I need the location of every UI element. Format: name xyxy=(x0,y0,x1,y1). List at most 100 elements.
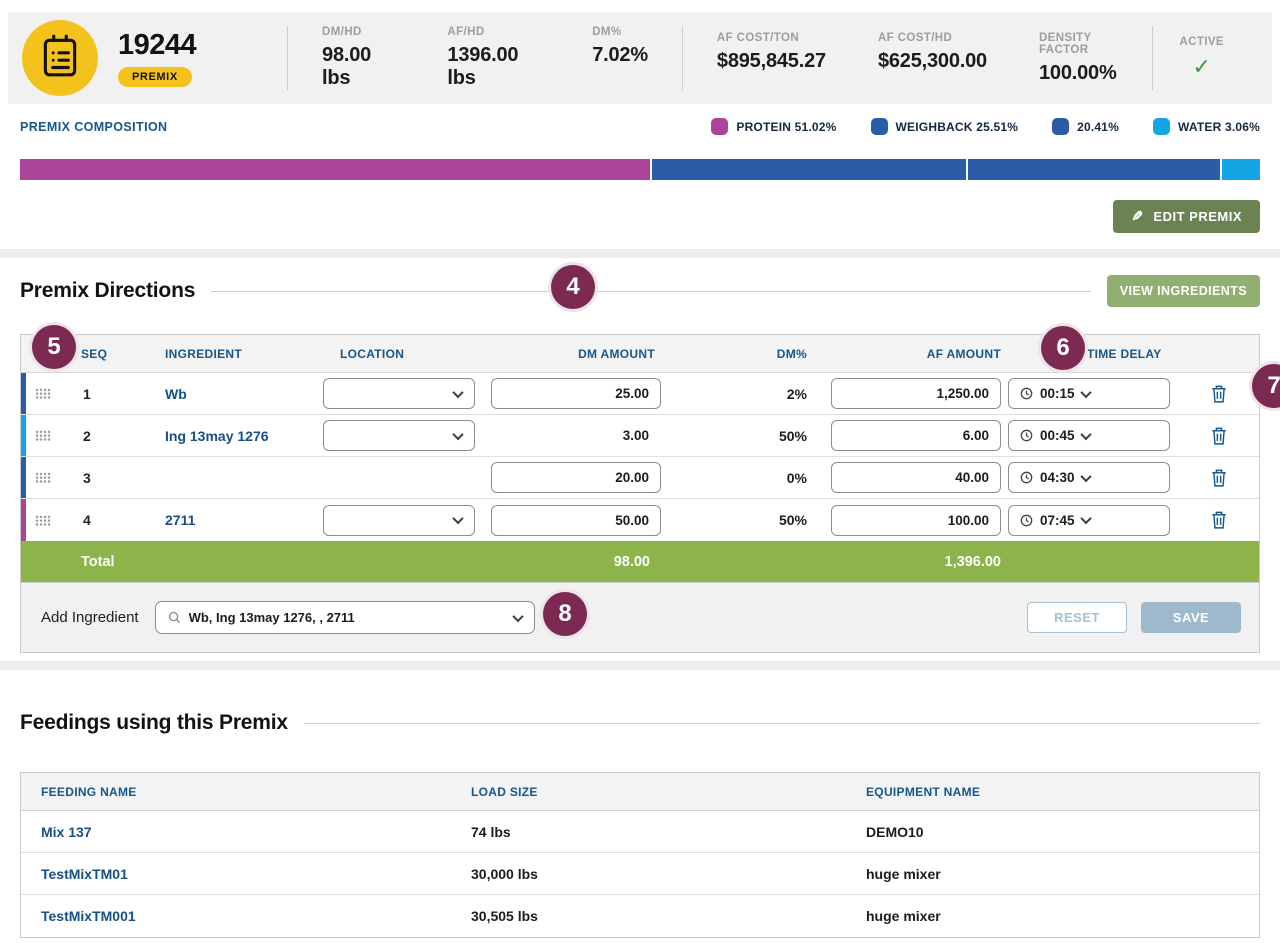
stat-value: 98.00 lbs xyxy=(322,44,372,89)
feeding-row: TestMixTM001 30,505 lbs huge mixer xyxy=(21,895,1259,937)
view-ingredients-button[interactable]: VIEW INGREDIENTS xyxy=(1106,275,1260,307)
edit-premix-label: EDIT PREMIX xyxy=(1153,209,1242,224)
row-accent-bar xyxy=(21,415,26,456)
time-delay-select[interactable]: 00:15 xyxy=(1008,378,1170,409)
time-delay-value: 04:30 xyxy=(1040,470,1075,485)
direction-row: 1 Wb 2% 00:15 xyxy=(21,373,1259,415)
location-select[interactable] xyxy=(323,504,475,536)
dm-pct-value: 50% xyxy=(778,512,807,528)
feedings-section: Feedings using this Premix FEEDING NAME … xyxy=(0,670,1280,938)
premix-title-block: 19244 PREMIX xyxy=(118,29,287,87)
stats-group-2: AF COST/TON $895,845.27 AF COST/HD $625,… xyxy=(683,32,1153,85)
delete-row-button[interactable] xyxy=(1179,426,1259,446)
annotation-circle-7: 7 xyxy=(1252,364,1280,408)
drag-handle-icon[interactable] xyxy=(35,430,51,441)
stat-label: AF COST/HD xyxy=(877,31,953,44)
reset-button[interactable]: RESET xyxy=(1027,602,1127,633)
af-amount-input[interactable] xyxy=(831,504,1001,536)
column-header-location: LOCATION xyxy=(340,346,405,361)
time-delay-value: 00:15 xyxy=(1040,386,1075,401)
delete-row-button[interactable] xyxy=(1179,384,1259,404)
delete-row-button[interactable] xyxy=(1179,468,1259,488)
add-ingredient-combobox[interactable]: Wb, Ing 13may 1276, , 2711 xyxy=(154,601,535,634)
bar-segment-protein xyxy=(20,159,650,180)
bar-segment-unnamed xyxy=(968,159,1221,180)
seq-value: 4 xyxy=(83,512,91,528)
delete-row-button[interactable] xyxy=(1179,510,1259,530)
section-divider xyxy=(0,661,1280,670)
trash-icon xyxy=(1212,469,1226,487)
clock-icon xyxy=(1020,387,1033,400)
trash-icon xyxy=(1212,427,1226,445)
stat-density-factor: DENSITY FACTOR 100.00% xyxy=(1039,32,1118,85)
ingredient-link[interactable]: Ing 13may 1276 xyxy=(165,427,269,444)
seq-value: 1 xyxy=(83,385,91,402)
dm-amount-input[interactable] xyxy=(491,378,661,409)
stat-label: DM/HD xyxy=(322,26,362,38)
feeding-name-link[interactable]: TestMixTM01 xyxy=(41,865,128,882)
stat-value: $895,845.27 xyxy=(716,49,826,72)
feedings-header-row: FEEDING NAME LOAD SIZE EQUIPMENT NAME xyxy=(21,773,1259,811)
legend-label: WATER 3.06% xyxy=(1178,119,1260,134)
location-select[interactable] xyxy=(323,378,475,409)
total-af-amount: 1,396.00 xyxy=(944,553,1001,570)
clock-icon xyxy=(1020,471,1033,484)
equipment-name-value: DEMO10 xyxy=(866,823,924,840)
ingredient-link[interactable]: 2711 xyxy=(165,512,196,528)
heading-rule xyxy=(211,290,1091,292)
divider xyxy=(1152,26,1154,90)
premix-number: 19244 xyxy=(118,29,197,61)
stat-af-cost-ton: AF COST/TON $895,845.27 xyxy=(717,32,826,85)
af-amount-input[interactable] xyxy=(831,378,1001,409)
dm-amount-input[interactable] xyxy=(491,462,661,493)
bar-segment-water xyxy=(1222,159,1261,180)
location-select[interactable] xyxy=(323,420,475,451)
dm-amount-value: 3.00 xyxy=(622,428,649,443)
time-delay-select[interactable]: 04:30 xyxy=(1008,462,1170,493)
stats-group-1: DM/HD 98.00 lbs AF/HD 1396.00 lbs DM% 7.… xyxy=(288,26,682,90)
section-divider xyxy=(0,249,1280,258)
edit-premix-button[interactable]: ✎ EDIT PREMIX xyxy=(1113,200,1260,233)
stat-af-cost-hd: AF COST/HD $625,300.00 xyxy=(878,32,987,85)
af-amount-input[interactable] xyxy=(831,420,1001,451)
stat-value: 7.02% xyxy=(592,44,648,66)
time-delay-select[interactable]: 00:45 xyxy=(1008,420,1170,451)
stat-label: AF/HD xyxy=(447,26,485,38)
water-swatch-icon xyxy=(1153,118,1170,135)
ingredient-swatch-icon xyxy=(1052,118,1070,135)
af-amount-input[interactable] xyxy=(831,462,1001,493)
feeding-name-link[interactable]: Mix 137 xyxy=(41,823,92,840)
chevron-down-icon xyxy=(511,610,524,622)
stat-value: 1396.00 lbs xyxy=(447,44,519,89)
composition-stacked-bar xyxy=(20,159,1261,180)
load-size-value: 74 lbs xyxy=(471,823,511,840)
dm-amount-input[interactable] xyxy=(491,504,661,536)
dm-pct-value: 50% xyxy=(778,427,807,444)
chevron-down-icon xyxy=(1079,512,1092,525)
chevron-down-icon xyxy=(452,512,464,525)
drag-handle-icon[interactable] xyxy=(35,472,51,483)
chevron-down-icon xyxy=(1079,386,1092,398)
drag-handle-icon[interactable] xyxy=(35,514,51,526)
stat-dm-pct: DM% 7.02% xyxy=(592,26,648,90)
feeding-name-link[interactable]: TestMixTM001 xyxy=(41,908,136,924)
direction-row: 2 Ing 13may 1276 3.00 50% 00:45 xyxy=(21,415,1259,457)
column-header-feeding-name: FEEDING NAME xyxy=(41,784,137,799)
save-button[interactable]: SAVE xyxy=(1141,602,1241,633)
feedings-table: FEEDING NAME LOAD SIZE EQUIPMENT NAME Mi… xyxy=(20,772,1260,938)
active-label: ACTIVE xyxy=(1179,36,1225,48)
stat-dm-hd: DM/HD 98.00 lbs xyxy=(322,26,395,90)
column-header-seq: SEQ xyxy=(81,346,108,361)
ingredient-link[interactable]: Wb xyxy=(165,385,187,402)
chevron-down-icon xyxy=(452,428,464,440)
legend-label: WEIGHBACK 25.51% xyxy=(895,119,1019,134)
column-header-equipment-name: EQUIPMENT NAME xyxy=(866,784,981,799)
add-ingredient-label: Add Ingredient xyxy=(41,609,139,626)
premix-composition-section: PREMIX COMPOSITION PROTEIN 51.02% WEIGHB… xyxy=(0,104,1280,249)
stat-af-hd: AF/HD 1396.00 lbs xyxy=(447,26,540,90)
time-delay-select[interactable]: 07:45 xyxy=(1008,504,1170,536)
drag-handle-icon[interactable] xyxy=(35,388,51,399)
column-header-af-amount: AF AMOUNT xyxy=(926,346,1001,361)
legend-label: 20.41% xyxy=(1077,119,1119,134)
